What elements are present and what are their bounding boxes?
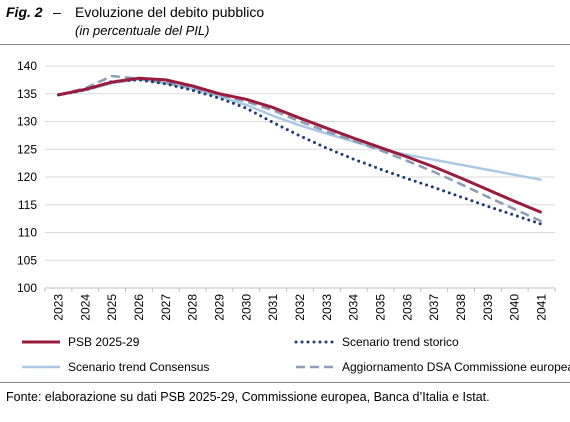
y-tick-label: 130 <box>17 115 37 129</box>
bottom-rule <box>0 382 570 383</box>
figure-title: Evoluzione del debito pubblico <box>75 4 265 20</box>
y-tick-label: 140 <box>17 59 37 73</box>
x-tick-label: 2040 <box>508 294 522 321</box>
x-tick-label: 2037 <box>427 294 441 321</box>
series-line-1 <box>56 78 544 226</box>
legend-label: Aggiornamento DSA Commissione europea <box>342 360 570 374</box>
y-tick-label: 110 <box>18 226 37 240</box>
x-tick-label: 2028 <box>186 294 200 321</box>
figure-subtitle: (in percentuale del PIL) <box>75 23 210 38</box>
x-tick-label: 2041 <box>535 294 549 321</box>
x-tick-label: 2033 <box>320 294 334 321</box>
x-tick-label: 2024 <box>78 294 92 321</box>
y-tick-label: 125 <box>17 142 37 156</box>
x-tick-label: 2027 <box>159 294 173 321</box>
y-tick-label: 115 <box>18 198 37 212</box>
x-tick-label: 2039 <box>481 294 495 321</box>
x-tick-label: 2032 <box>293 294 307 321</box>
y-tick-label: 135 <box>17 87 37 101</box>
figure-number: Fig. 2 <box>6 4 43 20</box>
legend-label: Scenario trend Consensus <box>68 360 209 374</box>
y-tick-label: 105 <box>17 253 37 267</box>
x-tick-label: 2038 <box>454 294 468 321</box>
x-tick-label: 2029 <box>212 294 226 321</box>
series-line-2 <box>58 78 542 182</box>
top-rule <box>0 44 570 45</box>
x-tick-label: 2034 <box>347 294 361 321</box>
y-tick-label: 100 <box>17 281 37 295</box>
x-tick-label: 2031 <box>266 294 280 321</box>
x-tick-label: 2026 <box>132 294 146 321</box>
x-tick-label: 2035 <box>374 294 388 321</box>
x-tick-label: 2023 <box>51 294 65 321</box>
y-tick-label: 120 <box>17 170 37 184</box>
source-note: Fonte: elaborazione su dati PSB 2025-29,… <box>6 390 490 404</box>
series-line-3 <box>58 74 543 223</box>
figure-dash: – <box>53 4 61 20</box>
x-tick-label: 2025 <box>105 294 119 321</box>
x-tick-label: 2036 <box>400 294 414 321</box>
series-line-0 <box>58 76 543 214</box>
x-tick-label: 2030 <box>239 294 253 321</box>
legend-label: PSB 2025-29 <box>68 335 140 349</box>
legend-label: Scenario trend storico <box>342 335 459 349</box>
line-chart: 100 105 110 115 120 125 130 135 140 2023 2024 2025 2… <box>17 59 570 374</box>
